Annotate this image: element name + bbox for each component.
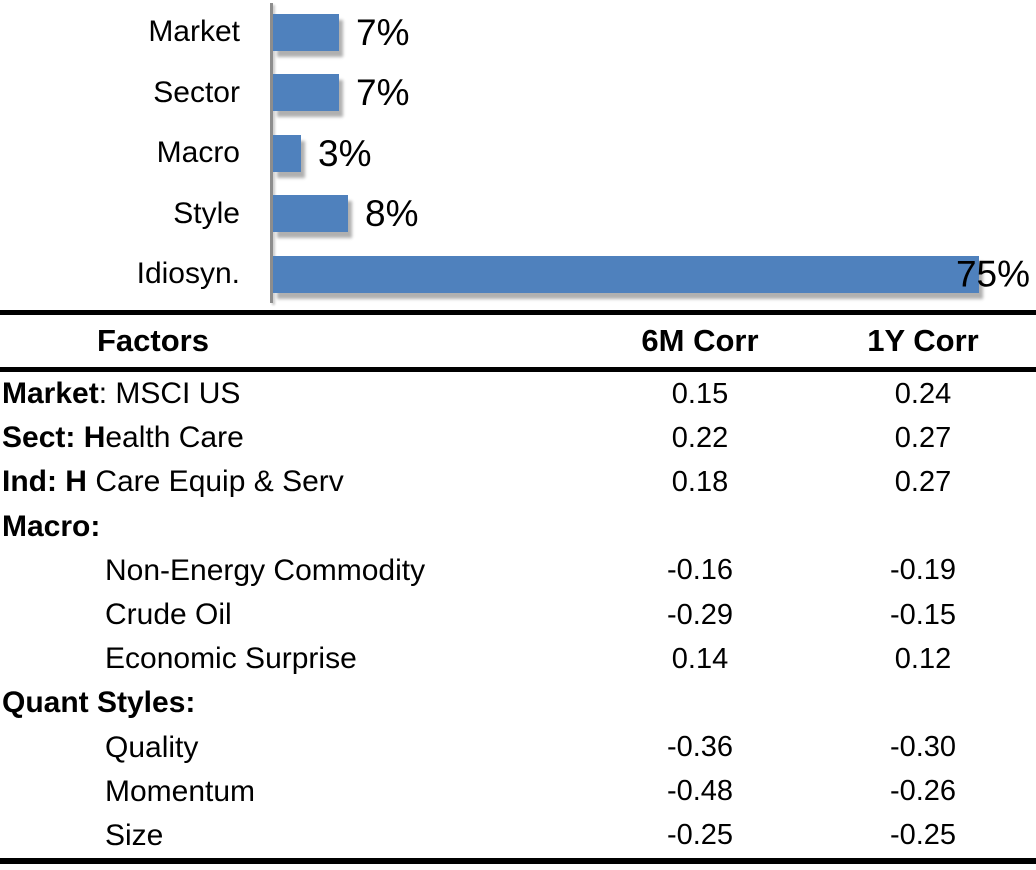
cell-1y-corr: 0.27 bbox=[894, 465, 952, 498]
table-row: Market: MSCI US 0.15 0.24 bbox=[0, 372, 1036, 416]
factor-label-rest: : MSCI US bbox=[98, 377, 241, 411]
cell-6m-corr: 0.22 bbox=[671, 421, 729, 454]
cell-6m-corr: -0.25 bbox=[666, 819, 734, 852]
category-label: Idiosyn. bbox=[136, 257, 240, 291]
table-row: Ind: H Care Equip & Serv 0.18 0.27 bbox=[0, 460, 1036, 504]
table-row: Macro: bbox=[0, 505, 1036, 549]
table-body: Market: MSCI US 0.15 0.24 Sect: Health C… bbox=[0, 372, 1036, 858]
factor-label-rest: Crude Oil bbox=[105, 598, 232, 632]
table-row: Size -0.25 -0.25 bbox=[0, 814, 1036, 858]
header-1y-corr: 1Y Corr bbox=[867, 323, 979, 358]
cell-6m-corr: -0.16 bbox=[666, 554, 734, 587]
factor-label-bold: Quant Styles: bbox=[2, 686, 196, 720]
bar-value-label: 75% bbox=[955, 253, 1030, 295]
cell-6m-corr: -0.48 bbox=[666, 775, 734, 808]
header-factors: Factors bbox=[97, 323, 209, 358]
factor-label-rest: Quality bbox=[105, 730, 199, 764]
factor-label-rest: ealth Care bbox=[105, 421, 244, 455]
bar bbox=[273, 134, 301, 172]
header-6m-corr: 6M Corr bbox=[641, 323, 759, 358]
factor-label-rest: Care Equip & Serv bbox=[86, 465, 344, 499]
bar-value-label: 8% bbox=[365, 193, 419, 235]
bar-zone: 7% bbox=[273, 63, 1036, 124]
bar-zone: 7% bbox=[273, 2, 1036, 63]
factor-label: Size bbox=[0, 819, 590, 853]
factor-label: Sect: Health Care bbox=[0, 421, 590, 455]
y-axis-line bbox=[270, 3, 273, 303]
cell-6m-corr: -0.29 bbox=[666, 598, 734, 631]
factor-label: Crude Oil bbox=[0, 598, 590, 632]
cell-1y-corr: -0.30 bbox=[889, 731, 957, 764]
table-top-rule bbox=[0, 310, 1036, 315]
factor-label-bold: Ind: H bbox=[2, 465, 87, 499]
factor-label: Macro: bbox=[0, 510, 590, 544]
cell-1y-corr: -0.25 bbox=[889, 819, 957, 852]
cell-1y-corr: -0.15 bbox=[889, 598, 957, 631]
category-label: Market bbox=[148, 15, 240, 49]
cell-1y-corr: 0.24 bbox=[894, 377, 952, 410]
chart-row: Market 7% bbox=[0, 2, 1036, 63]
chart-rows: Market 7% Sector 7% Macro 3% Style 8% Id… bbox=[0, 2, 1036, 305]
table-row: Momentum -0.48 -0.26 bbox=[0, 770, 1036, 814]
factor-label-bold: Macro: bbox=[2, 509, 101, 543]
factor-label: Quality bbox=[0, 731, 590, 765]
factor-label: Non-Energy Commodity bbox=[0, 554, 590, 588]
factor-label: Quant Styles: bbox=[0, 686, 590, 720]
factor-label: Economic Surprise bbox=[0, 642, 590, 676]
table-row: Non-Energy Commodity -0.16 -0.19 bbox=[0, 549, 1036, 593]
factor-label-bold: Sect: H bbox=[2, 421, 106, 455]
table-header-row: Factors 6M Corr 1Y Corr bbox=[0, 315, 1036, 367]
chart-row: Idiosyn. 75% bbox=[0, 244, 1036, 305]
table-row: Economic Surprise 0.14 0.12 bbox=[0, 637, 1036, 681]
risk-decomposition-bar-chart: Market 7% Sector 7% Macro 3% Style 8% Id… bbox=[0, 0, 1036, 308]
cell-6m-corr: -0.36 bbox=[666, 731, 734, 764]
category-label: Macro bbox=[156, 136, 240, 170]
bar bbox=[273, 13, 339, 51]
cell-1y-corr: -0.19 bbox=[889, 554, 957, 587]
bar-zone: 8% bbox=[273, 184, 1036, 245]
factor-label-rest: Non-Energy Commodity bbox=[105, 553, 426, 587]
bar bbox=[273, 195, 348, 233]
table-row: Quant Styles: bbox=[0, 681, 1036, 725]
header-separator-rule bbox=[0, 367, 1036, 372]
factor-label-rest: Size bbox=[105, 818, 164, 852]
factor-label: Ind: H Care Equip & Serv bbox=[0, 465, 590, 499]
bar-value-label: 7% bbox=[356, 11, 410, 53]
cell-1y-corr: 0.27 bbox=[894, 421, 952, 454]
factor-label-rest: Momentum bbox=[105, 774, 256, 808]
table-row: Crude Oil -0.29 -0.15 bbox=[0, 593, 1036, 637]
cell-1y-corr: 0.12 bbox=[894, 642, 952, 675]
category-label: Style bbox=[173, 196, 240, 230]
bar-zone: 3% bbox=[273, 123, 1036, 184]
bar-zone: 75% bbox=[273, 244, 1036, 305]
category-label: Sector bbox=[153, 75, 240, 109]
factor-label-rest: Economic Surprise bbox=[105, 642, 357, 676]
cell-6m-corr: 0.14 bbox=[671, 642, 729, 675]
table-row: Sect: Health Care 0.22 0.27 bbox=[0, 416, 1036, 460]
chart-row: Macro 3% bbox=[0, 123, 1036, 184]
chart-row: Style 8% bbox=[0, 184, 1036, 245]
cell-6m-corr: 0.15 bbox=[671, 377, 729, 410]
cell-6m-corr: 0.18 bbox=[671, 465, 729, 498]
factor-label: Market: MSCI US bbox=[0, 377, 590, 411]
cell-1y-corr: -0.26 bbox=[889, 775, 957, 808]
bar-value-label: 3% bbox=[318, 132, 372, 174]
factor-label: Momentum bbox=[0, 775, 590, 809]
bar bbox=[273, 255, 979, 293]
table-bottom-rule bbox=[0, 858, 1036, 865]
bar bbox=[273, 74, 339, 112]
chart-row: Sector 7% bbox=[0, 63, 1036, 124]
factor-label-bold: Market bbox=[2, 377, 99, 411]
table-row: Quality -0.36 -0.30 bbox=[0, 726, 1036, 770]
bar-value-label: 7% bbox=[356, 72, 410, 114]
